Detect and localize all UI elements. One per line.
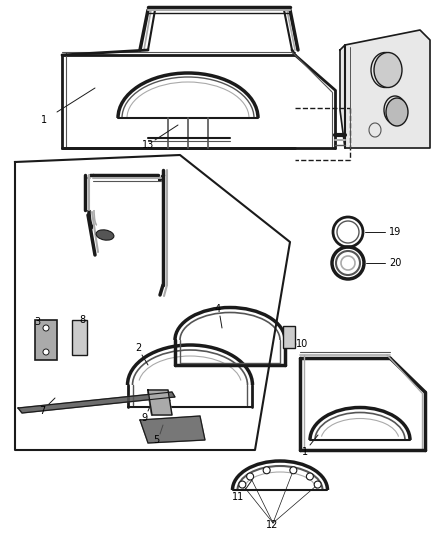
- Circle shape: [290, 467, 297, 474]
- FancyBboxPatch shape: [35, 320, 57, 360]
- Circle shape: [43, 325, 49, 331]
- Polygon shape: [148, 390, 172, 415]
- Text: 10: 10: [296, 339, 308, 349]
- Text: 12: 12: [266, 520, 278, 530]
- Circle shape: [239, 481, 246, 488]
- Text: 5: 5: [153, 435, 159, 445]
- FancyBboxPatch shape: [72, 320, 87, 355]
- Text: 9: 9: [141, 413, 147, 423]
- Ellipse shape: [96, 230, 114, 240]
- Circle shape: [247, 473, 254, 480]
- Text: 13: 13: [142, 140, 154, 150]
- Circle shape: [263, 467, 270, 474]
- Bar: [283, 326, 295, 348]
- Polygon shape: [18, 392, 175, 413]
- Text: 20: 20: [389, 258, 401, 268]
- Text: 3: 3: [34, 317, 40, 327]
- Ellipse shape: [386, 98, 408, 126]
- Circle shape: [306, 473, 313, 480]
- Text: 4: 4: [215, 304, 221, 314]
- Text: 8: 8: [79, 315, 85, 325]
- Circle shape: [43, 349, 49, 355]
- Text: 19: 19: [389, 227, 401, 237]
- Polygon shape: [140, 416, 205, 443]
- Text: 1: 1: [41, 115, 47, 125]
- Text: 11: 11: [232, 492, 244, 502]
- Text: 7: 7: [39, 406, 45, 416]
- Polygon shape: [340, 30, 430, 148]
- Ellipse shape: [374, 52, 402, 87]
- Text: 1: 1: [302, 447, 308, 457]
- Text: 2: 2: [135, 343, 141, 353]
- Circle shape: [314, 481, 321, 488]
